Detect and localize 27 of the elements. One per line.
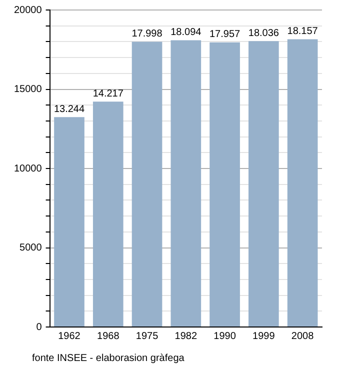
bar (132, 42, 162, 326)
x-tick-label: 1975 (136, 330, 159, 342)
x-tick-label: 1982 (174, 330, 198, 342)
y-tick-label: 0 (36, 322, 42, 333)
bar (92, 102, 124, 326)
y-tick-label: 5000 (20, 242, 42, 254)
data-label: 18.036 (248, 28, 280, 39)
x-tick-label: 2008 (291, 330, 314, 342)
bar (287, 39, 318, 326)
x-tick-label: 1968 (97, 330, 120, 342)
y-tick-label: 15000 (14, 84, 42, 95)
x-tick-label: 1962 (58, 330, 81, 342)
data-label: 18.157 (287, 26, 318, 37)
x-tick-label: 1999 (252, 330, 276, 342)
bar (54, 117, 84, 326)
bar (248, 41, 279, 326)
data-label: 18.094 (170, 26, 202, 38)
data-label: 13.244 (54, 104, 85, 115)
bar (170, 40, 202, 326)
y-tick-label: 10000 (14, 163, 42, 174)
data-label: 17.957 (209, 29, 241, 40)
source-note: fonte INSEE - elaborasion gràfega (32, 353, 184, 364)
y-tick-label: 20000 (14, 4, 42, 16)
data-label: 17.998 (132, 28, 163, 40)
data-label: 14.217 (92, 88, 124, 100)
bar (210, 42, 240, 326)
x-tick-label: 1990 (214, 330, 236, 342)
